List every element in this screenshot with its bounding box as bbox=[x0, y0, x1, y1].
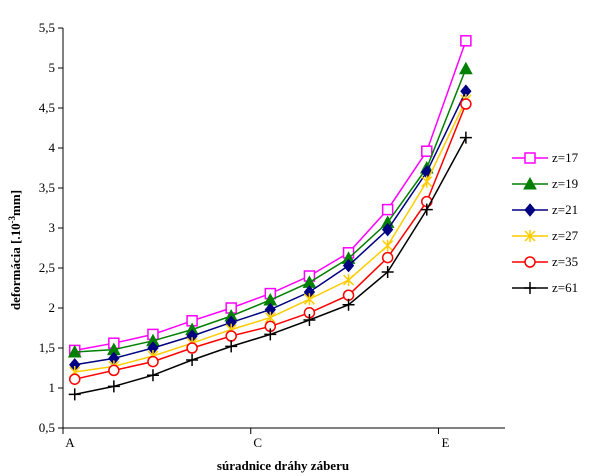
legend-label: z=21 bbox=[552, 202, 578, 217]
data-point bbox=[264, 328, 277, 341]
data-point bbox=[459, 131, 472, 144]
y-tick-label: 2 bbox=[49, 300, 56, 315]
data-point bbox=[382, 222, 394, 237]
series-z=35 bbox=[68, 98, 472, 385]
legend-marker bbox=[524, 152, 536, 164]
y-tick-label: 3,5 bbox=[39, 180, 55, 195]
data-point bbox=[68, 373, 81, 385]
legend-item: z=35 bbox=[512, 254, 578, 269]
y-axis-title-main: deformácia [.10 bbox=[8, 223, 23, 310]
data-point bbox=[342, 258, 355, 273]
series-z=21 bbox=[69, 84, 472, 372]
series-z=61 bbox=[68, 131, 472, 401]
legend-item: z=61 bbox=[512, 280, 578, 295]
data-point bbox=[421, 145, 433, 157]
x-tick-label: C bbox=[253, 435, 262, 450]
y-tick-label: 3 bbox=[49, 220, 56, 235]
y-tick-label: 4 bbox=[49, 140, 56, 155]
data-point bbox=[420, 203, 433, 216]
data-point bbox=[108, 364, 120, 377]
data-point bbox=[460, 98, 472, 110]
data-point bbox=[421, 175, 433, 188]
x-tick-label: A bbox=[65, 435, 75, 450]
y-tick-label: 5,5 bbox=[39, 20, 55, 35]
legend-label: z=27 bbox=[552, 228, 579, 243]
data-point bbox=[382, 239, 394, 252]
legend-label: z=19 bbox=[552, 176, 578, 191]
data-point bbox=[381, 266, 394, 278]
legend-item: z=27 bbox=[512, 228, 579, 243]
data-point bbox=[303, 293, 315, 306]
data-point bbox=[186, 354, 199, 366]
data-point bbox=[186, 342, 198, 354]
legend-marker bbox=[523, 176, 537, 190]
y-tick-label: 1,5 bbox=[39, 340, 55, 355]
data-point bbox=[342, 298, 355, 311]
data-point bbox=[107, 380, 120, 393]
data-point bbox=[68, 388, 81, 401]
data-point bbox=[146, 369, 159, 382]
data-point bbox=[459, 61, 473, 75]
y-tick-label: 4,5 bbox=[39, 100, 55, 115]
legend-label: z=17 bbox=[552, 150, 579, 165]
x-tick-label: E bbox=[442, 435, 450, 450]
axes: 0,5 1 1,5 2 2,5 3 3,5 4 4,5 5 5,5 A C E bbox=[39, 20, 505, 450]
series-z=19 bbox=[67, 61, 473, 358]
data-point bbox=[460, 35, 472, 47]
y-axis-title-superscript: -3 bbox=[7, 215, 17, 223]
x-axis-title: súradnice dráhy záberu bbox=[217, 458, 349, 473]
legend-marker bbox=[524, 203, 536, 217]
legend: z=17 z=19 z=21 z=27 z=35 z=61 bbox=[512, 150, 579, 295]
legend-label: z=35 bbox=[552, 254, 578, 269]
y-axis-title: deformácia [.10-3mm] bbox=[7, 190, 23, 310]
y-tick-label: 0,5 bbox=[39, 420, 55, 435]
y-tick-label: 5 bbox=[49, 60, 56, 75]
data-point bbox=[225, 340, 238, 353]
data-point bbox=[67, 344, 82, 358]
data-point bbox=[147, 355, 159, 368]
y-tick-label: 1 bbox=[49, 380, 56, 395]
series-line bbox=[74, 137, 467, 396]
y-tick-label: 2,5 bbox=[39, 260, 55, 275]
legend-item: z=19 bbox=[512, 176, 578, 191]
data-point bbox=[225, 330, 237, 342]
data-point bbox=[343, 274, 355, 286]
legend-item: z=21 bbox=[512, 202, 578, 217]
legend-label: z=61 bbox=[552, 280, 578, 295]
legend-marker bbox=[524, 256, 536, 268]
data-point bbox=[342, 289, 355, 301]
legend-marker bbox=[524, 230, 536, 242]
data-point bbox=[381, 203, 394, 216]
data-point bbox=[303, 314, 316, 326]
y-axis-title-unit: mm] bbox=[8, 190, 23, 216]
series-layer bbox=[67, 35, 473, 401]
data-point bbox=[381, 251, 394, 264]
legend-marker bbox=[524, 282, 536, 294]
legend-item: z=17 bbox=[512, 150, 579, 165]
